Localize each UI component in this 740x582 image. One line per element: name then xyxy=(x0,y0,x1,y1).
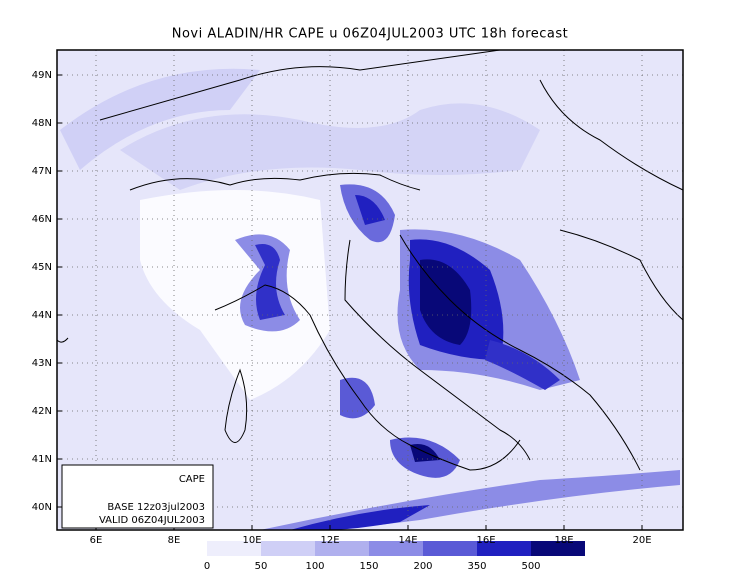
colorbar-label: 0 xyxy=(204,561,210,572)
map xyxy=(56,49,684,531)
colorbar: 0 50 100 150 200 350 500 xyxy=(204,541,585,572)
colorbar-swatch xyxy=(261,541,315,556)
lat-label: 41N xyxy=(32,454,52,465)
coastlines xyxy=(56,49,684,471)
colorbar-swatch xyxy=(423,541,477,556)
colorbar-label: 350 xyxy=(467,561,486,572)
info-box-frame xyxy=(61,464,214,529)
lat-label: 48N xyxy=(32,118,52,129)
info-base: BASE 12z03jul2003 xyxy=(107,502,205,513)
lon-label: 10E xyxy=(242,535,261,546)
lon-label: 14E xyxy=(398,535,417,546)
info-field: CAPE xyxy=(179,474,205,485)
lon-label: 8E xyxy=(168,535,181,546)
lat-label: 45N xyxy=(32,262,52,273)
colorbar-label: 150 xyxy=(359,561,378,572)
map-frame xyxy=(56,49,684,531)
lon-label: 20E xyxy=(632,535,651,546)
lat-label: 43N xyxy=(32,358,52,369)
info-valid: VALID 06Z04JUL2003 xyxy=(99,515,205,526)
lon-label: 18E xyxy=(554,535,573,546)
colorbar-label: 100 xyxy=(305,561,324,572)
colorbar-label: 200 xyxy=(413,561,432,572)
cape-field xyxy=(57,50,683,530)
colorbar-swatch xyxy=(369,541,423,556)
colorbar-label: 50 xyxy=(255,561,268,572)
colorbar-label: 500 xyxy=(521,561,540,572)
lat-label: 40N xyxy=(32,502,52,513)
title: Novi ALADIN/HR CAPE u 06Z04JUL2003 UTC 1… xyxy=(172,27,569,42)
colorbar-swatch xyxy=(207,541,261,556)
lon-label: 12E xyxy=(320,535,339,546)
lat-label: 49N xyxy=(32,70,52,81)
lat-label: 46N xyxy=(32,214,52,225)
colorbar-swatch xyxy=(531,541,585,556)
lon-label: 6E xyxy=(90,535,103,546)
graticule xyxy=(57,50,683,530)
lat-label: 42N xyxy=(32,406,52,417)
info-box: CAPE BASE 12z03jul2003 VALID 06Z04JUL200… xyxy=(61,464,214,529)
lon-label: 16E xyxy=(476,535,495,546)
colorbar-swatch xyxy=(477,541,531,556)
colorbar-swatch xyxy=(315,541,369,556)
lat-label: 47N xyxy=(32,166,52,177)
lat-label: 44N xyxy=(32,310,52,321)
